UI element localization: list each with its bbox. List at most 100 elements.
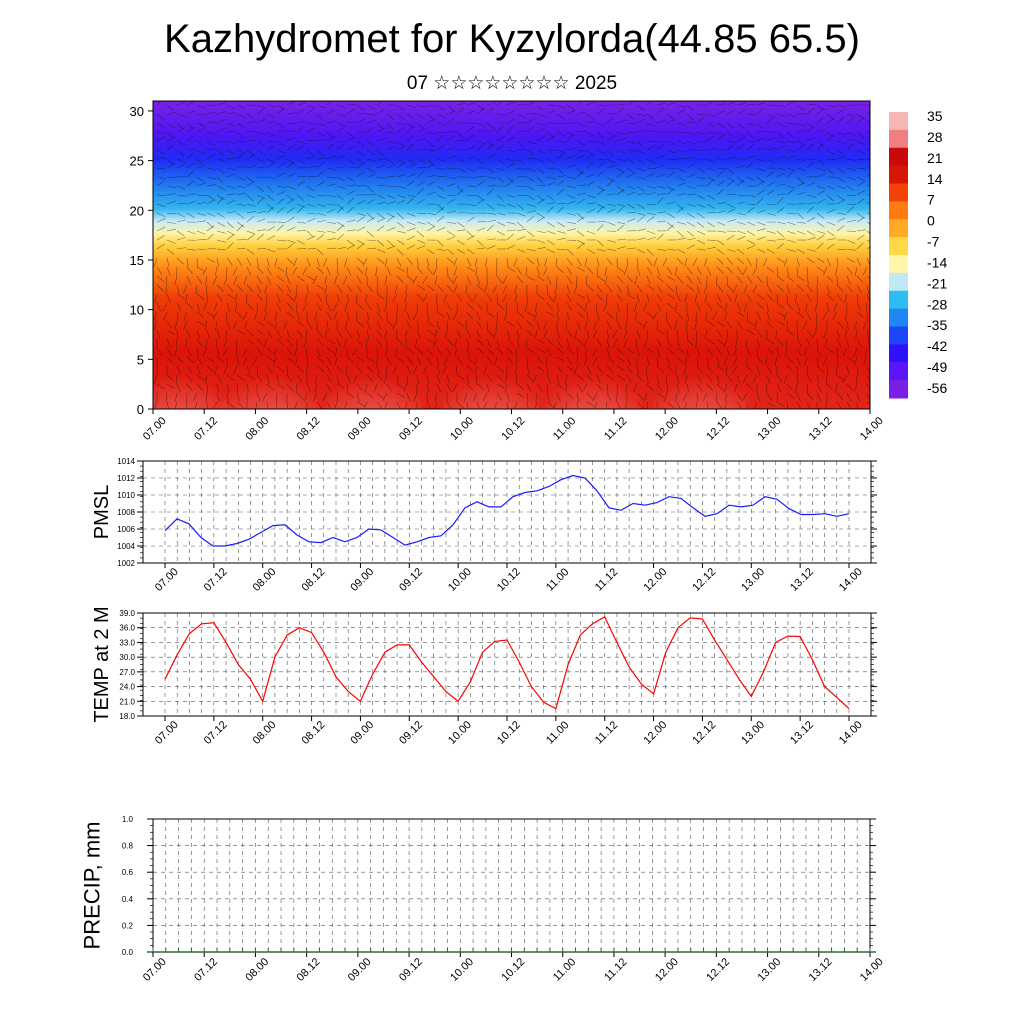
- wind-barb: [376, 176, 386, 179]
- wind-barb: [844, 311, 848, 321]
- wind-barb: [656, 383, 663, 392]
- wind-barb: [166, 193, 176, 196]
- wind-barb: [566, 311, 570, 321]
- wind-barb: [154, 293, 158, 303]
- wind-barb: [796, 338, 803, 347]
- wind-barb: [286, 374, 293, 383]
- wind-barb: [234, 302, 238, 312]
- wind-barb: [276, 224, 284, 232]
- wind-barb: [466, 275, 471, 285]
- wind-barb: [313, 392, 318, 402]
- wind-barb: [376, 101, 384, 106]
- wind-barb: [426, 163, 436, 169]
- wind-barb: [866, 284, 870, 294]
- wind-barb: [384, 275, 388, 285]
- wind-barb: [676, 293, 681, 303]
- wind-barb: [436, 239, 444, 247]
- wind-barb: [356, 140, 365, 147]
- wind-barb: [626, 365, 633, 374]
- wind-barb: [826, 243, 835, 250]
- wind-barb: [246, 293, 248, 304]
- wind-barb: [326, 311, 332, 320]
- wind-barb: [286, 239, 296, 244]
- wind-barb: [416, 181, 425, 187]
- wind-barb: [404, 401, 408, 409]
- wind-barb: [556, 140, 566, 144]
- wind-barb: [202, 347, 208, 357]
- colorbar-label: 7: [927, 192, 935, 208]
- wind-barb: [716, 239, 725, 246]
- x-tick-label: 13.00: [739, 566, 767, 594]
- wind-barb: [446, 110, 456, 115]
- wind-barb: [256, 266, 264, 274]
- wind-barb: [176, 230, 185, 237]
- wind-barb: [406, 113, 415, 120]
- wind-barb: [256, 185, 265, 192]
- wind-barb: [236, 149, 246, 154]
- wind-barb: [752, 266, 758, 276]
- wind-barb: [766, 293, 774, 302]
- wind-barb: [226, 293, 235, 299]
- wind-barb: [706, 239, 717, 241]
- wind-barb: [666, 356, 671, 366]
- wind-barb: [492, 284, 498, 294]
- wind-barb: [276, 140, 285, 147]
- wind-barb: [326, 374, 332, 383]
- colorbar-swatch: [889, 183, 908, 202]
- x-tick-label: 07.00: [153, 566, 181, 594]
- wind-barb: [396, 113, 405, 120]
- wind-barb: [166, 163, 175, 169]
- wind-barb: [696, 284, 700, 294]
- wind-barb: [806, 104, 816, 106]
- wind-barb: [696, 383, 703, 392]
- wind-barb: [656, 275, 664, 283]
- wind-barb: [406, 356, 414, 365]
- wind-barb: [366, 356, 375, 363]
- wind-barb: [186, 170, 194, 178]
- wind-barb: [796, 311, 804, 319]
- wind-barb: [566, 131, 576, 136]
- wind-barb: [396, 122, 406, 126]
- wind-barb: [623, 329, 628, 339]
- wind-barb: [476, 130, 486, 133]
- wind-barb: [516, 203, 525, 211]
- wind-barb: [246, 374, 256, 380]
- wind-barb: [333, 302, 338, 312]
- series-line: [164, 474, 850, 547]
- wind-barb: [166, 329, 175, 336]
- x-tick-label: 08.12: [295, 956, 323, 984]
- wind-barb: [756, 228, 766, 232]
- wind-barb: [746, 161, 754, 169]
- wind-barb: [853, 383, 858, 393]
- wind-barb: [526, 329, 534, 337]
- y-tick-label: 0.8: [122, 842, 134, 851]
- x-tick-label: 07.12: [202, 566, 230, 594]
- wind-barb: [636, 374, 644, 382]
- wind-barb: [703, 284, 708, 294]
- wind-barb: [676, 158, 687, 160]
- wind-barb: [746, 203, 757, 205]
- wind-barb: [396, 302, 399, 312]
- wind-barb: [696, 203, 706, 208]
- wind-barb: [246, 130, 256, 133]
- wind-barb: [856, 338, 862, 347]
- wind-barb: [305, 329, 308, 339]
- wind-barb: [416, 166, 426, 169]
- wind-barb: [566, 302, 573, 311]
- wind-barb: [516, 212, 526, 217]
- wind-barb: [566, 239, 576, 242]
- wind-barb: [706, 401, 709, 409]
- wind-barb: [526, 311, 535, 318]
- wind-barb: [726, 275, 728, 285]
- wind-barb: [526, 293, 528, 303]
- wind-barb: [514, 293, 518, 303]
- wind-barb: [626, 356, 631, 366]
- wind-barb: [416, 374, 420, 384]
- wind-barb: [326, 120, 336, 124]
- wind-barb: [246, 266, 252, 276]
- wind-barb: [346, 284, 353, 293]
- wind-barb: [426, 118, 436, 124]
- wind-barb: [286, 207, 295, 214]
- wind-barb: [676, 356, 684, 364]
- wind-barb: [606, 239, 616, 243]
